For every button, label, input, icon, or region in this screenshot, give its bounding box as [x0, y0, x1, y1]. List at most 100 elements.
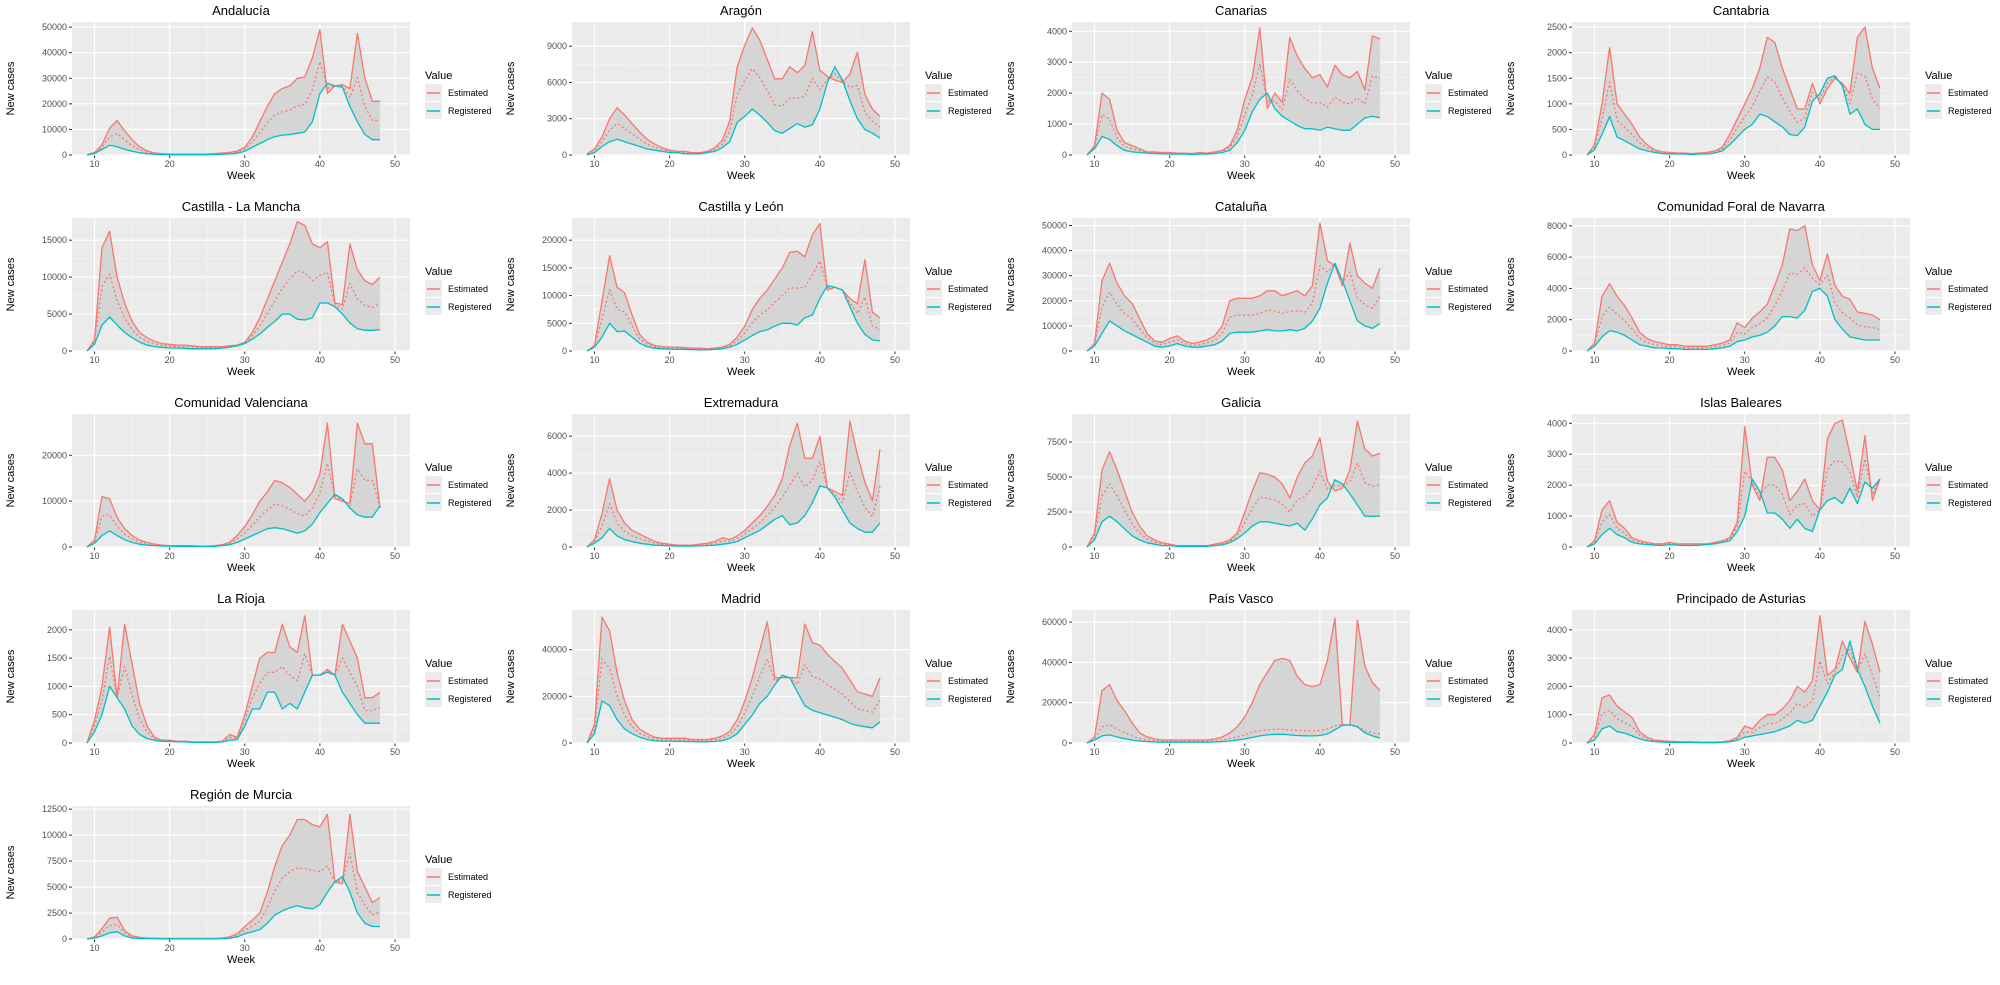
facet-panel: Castilla y León 10 20 30 40 50 0 5000 10000 15000…: [500, 196, 1000, 392]
legend-label: Registered: [1948, 694, 1992, 704]
chart-title: Comunidad Valenciana: [174, 395, 308, 410]
estimated-line: [586, 420, 881, 548]
legend-title: Value: [1425, 266, 1452, 278]
legend-title: Value: [1925, 658, 1952, 670]
y-tick-label: 5000: [547, 318, 567, 328]
x-tick-label: 50: [1390, 159, 1400, 169]
x-tick-label: 10: [590, 551, 600, 561]
x-tick-label: 40: [815, 355, 825, 365]
x-tick-label: 50: [1890, 551, 1900, 561]
legend-label: Estimated: [1448, 480, 1488, 490]
y-tick-label: 5000: [47, 882, 67, 892]
legend-label: Registered: [448, 890, 492, 900]
y-tick-label: 4000: [1547, 283, 1567, 293]
y-tick-label: 10000: [42, 272, 67, 282]
x-tick-label: 50: [1390, 355, 1400, 365]
midpoint-line: [1586, 458, 1881, 548]
legend-title: Value: [425, 462, 452, 474]
facet-chart: Aragón 10 20 30 40 50 0 3000 6000 9000 Week New cas…: [505, 3, 992, 182]
y-tick-label: 0: [1062, 542, 1067, 552]
chart-title: Región de Murcia: [190, 787, 293, 802]
y-tick-label: 500: [1552, 124, 1567, 134]
legend-label: Estimated: [448, 88, 488, 98]
estimated-line: [1586, 225, 1881, 352]
chart-title: Galicia: [1221, 395, 1262, 410]
x-tick-label: 10: [1590, 747, 1600, 757]
chart-title: Cantabria: [1713, 3, 1770, 18]
y-tick-label: 1000: [47, 681, 67, 691]
y-tick-label: 2500: [47, 908, 67, 918]
x-tick-label: 20: [1165, 747, 1175, 757]
x-axis-label: Week: [1727, 366, 1755, 378]
x-tick-label: 10: [1590, 159, 1600, 169]
estimated-line: [86, 29, 380, 156]
y-tick-label: 12500: [42, 804, 67, 814]
legend-title: Value: [1925, 70, 1952, 82]
registered-line: [1086, 724, 1381, 744]
y-tick-label: 3000: [1547, 449, 1567, 459]
registered-line: [86, 493, 381, 548]
y-tick-label: 10000: [1042, 321, 1067, 331]
y-axis-label: New cases: [1505, 453, 1517, 507]
x-tick-label: 30: [1740, 747, 1750, 757]
facet-chart: Extremadura 10 20 30 40 50 0 2000 4000 6000 Week Ne…: [505, 395, 992, 574]
y-tick-label: 20000: [42, 99, 67, 109]
x-tick-label: 20: [1665, 551, 1675, 561]
y-tick-label: 15000: [542, 263, 567, 273]
legend-label: Registered: [448, 694, 492, 704]
y-tick-label: 2000: [1547, 315, 1567, 325]
y-axis-label: New cases: [1505, 257, 1517, 311]
confidence-band: [1087, 618, 1380, 743]
midpoint-line: [1586, 648, 1881, 744]
y-axis-label: New cases: [1005, 257, 1017, 311]
facet-panel: La Rioja 10 20 30 40 50 0 500 1000 1500 2000 Week Ne…: [0, 588, 500, 784]
estimated-line: [586, 27, 881, 155]
y-tick-label: 1500: [47, 653, 67, 663]
x-tick-label: 10: [1590, 355, 1600, 365]
y-tick-label: 5000: [47, 309, 67, 319]
x-tick-label: 10: [590, 355, 600, 365]
registered-line: [86, 302, 381, 352]
facet-chart: País Vasco 10 20 30 40 50 0 20000 40000 60000 Week…: [1005, 591, 1492, 770]
registered-line: [86, 82, 380, 156]
y-tick-label: 0: [562, 346, 567, 356]
x-tick-label: 40: [315, 159, 325, 169]
legend-label: Registered: [1448, 106, 1492, 116]
x-axis-label: Week: [227, 954, 255, 966]
estimated-line: [86, 615, 381, 744]
x-tick-label: 30: [240, 747, 250, 757]
legend-label: Estimated: [448, 284, 488, 294]
legend-label: Estimated: [1448, 676, 1488, 686]
x-tick-label: 30: [240, 943, 250, 953]
x-tick-label: 40: [1815, 355, 1825, 365]
registered-line: [1086, 92, 1381, 156]
chart-title: Castilla - La Mancha: [182, 199, 301, 214]
registered-line: [586, 674, 881, 744]
y-tick-label: 1000: [1547, 511, 1567, 521]
registered-line: [1586, 287, 1880, 352]
midpoint-line: [86, 852, 381, 940]
x-tick-label: 30: [240, 159, 250, 169]
x-tick-label: 20: [165, 355, 175, 365]
confidence-band: [1087, 421, 1380, 547]
legend-title: Value: [1425, 70, 1452, 82]
confidence-band: [1587, 225, 1880, 351]
legend-label: Estimated: [1948, 480, 1988, 490]
x-tick-label: 20: [165, 943, 175, 953]
x-tick-label: 20: [165, 747, 175, 757]
estimated-line: [1586, 615, 1881, 744]
legend-label: Registered: [948, 694, 992, 704]
legend-label: Registered: [448, 302, 492, 312]
chart-title: País Vasco: [1209, 591, 1274, 606]
legend-label: Registered: [948, 302, 992, 312]
facet-chart: Andalucía 10 20 30 40 50 0 10000 20000 30000 40000…: [5, 3, 492, 182]
legend-label: Registered: [948, 498, 992, 508]
x-tick-label: 10: [90, 747, 100, 757]
registered-line: [86, 671, 380, 744]
x-tick-label: 50: [1890, 747, 1900, 757]
y-axis-label: New cases: [5, 453, 17, 507]
x-tick-label: 40: [815, 747, 825, 757]
y-tick-label: 4000: [1047, 26, 1067, 36]
facet-panel: Castilla - La Mancha 10 20 30 40 50 0 5000 10000…: [0, 196, 500, 392]
